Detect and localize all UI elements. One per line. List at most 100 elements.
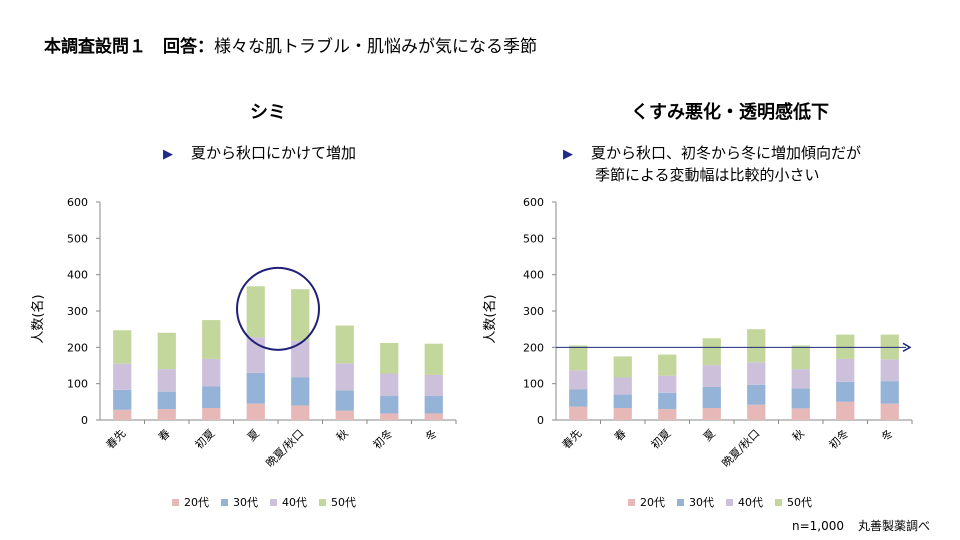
chart2-bar-40代-冬 <box>880 359 899 382</box>
chart1-bar-50代-冬 <box>424 343 443 375</box>
chart2-category-label: 初夏 <box>648 426 673 451</box>
chart2-bar-40代-晩夏/秋口 <box>747 362 766 385</box>
chart2-y-tick-label: 200 <box>523 341 544 354</box>
chart2-bar-50代-晩夏/秋口 <box>747 329 766 363</box>
page-title-prefix: 本調査設問１ 回答： <box>44 37 214 57</box>
chart1-bar-20代-春 <box>157 409 176 420</box>
chart2-legend-label-50代: 50代 <box>787 496 812 509</box>
chart2-bar-30代-晩夏/秋口 <box>747 384 766 405</box>
chart1-bar-20代-初夏 <box>202 408 221 420</box>
chart2-legend-swatch-20代 <box>628 499 635 506</box>
chart1-category-label: 夏 <box>245 427 262 444</box>
chart2-category-label: 夏 <box>701 427 718 444</box>
chart2-bar-20代-冬 <box>880 403 899 420</box>
chart1-bar-30代-初夏 <box>202 386 221 409</box>
chart2-y-tick-label: 400 <box>523 269 544 282</box>
chart1-bar-40代-初夏 <box>202 358 221 387</box>
chart2-legend-swatch-50代 <box>775 499 782 506</box>
chart1-bar-30代-初冬 <box>380 396 399 414</box>
chart1-category-label: 晩夏/秋口 <box>263 426 307 470</box>
chart2-legend-label-30代: 30代 <box>689 496 714 509</box>
chart2-bar-50代-初冬 <box>836 334 855 359</box>
chart2-bar-50代-秋 <box>791 345 810 370</box>
chart1-legend-swatch-50代 <box>319 499 326 506</box>
chart1-bar-40代-春 <box>157 369 176 392</box>
source-credit: 丸善製薬調べ <box>857 519 930 533</box>
chart2-bar-40代-初夏 <box>658 375 677 393</box>
chart1-bar-30代-冬 <box>424 396 443 414</box>
chart2-category-label: 晩夏/秋口 <box>719 426 763 470</box>
chart1-legend-label-50代: 50代 <box>331 496 356 509</box>
chart2-bar-30代-春先 <box>569 389 588 407</box>
chart2-category-label: 秋 <box>789 426 807 444</box>
page-title-text: 様々な肌トラブル・肌悩みが気になる季節 <box>214 37 537 57</box>
chart1-bar-50代-秋 <box>335 325 354 364</box>
chart2-bar-20代-秋 <box>791 408 810 420</box>
chart1-bar-40代-晩夏/秋口 <box>291 340 310 378</box>
chart1-bar-50代-夏 <box>246 286 265 338</box>
chart1-y-tick-label: 500 <box>67 232 88 245</box>
chart2-legend-label-40代: 40代 <box>738 496 763 509</box>
chart2-bar-40代-初冬 <box>836 358 855 382</box>
chart1-bar-50代-春先 <box>113 330 132 364</box>
chart1-category-label: 秋 <box>333 426 351 444</box>
chart2-legend-swatch-30代 <box>677 499 684 506</box>
chart1-y-tick-label: 100 <box>67 378 88 391</box>
chart2-bar-40代-夏 <box>702 365 721 387</box>
chart1-bar-30代-晩夏/秋口 <box>291 377 310 406</box>
chart1-bar-40代-初冬 <box>380 373 399 397</box>
chart2-bar-20代-春 <box>613 408 632 420</box>
chart2-note-line2: 季節による変動幅は比較的小さい <box>595 166 820 184</box>
chart1-bar-20代-冬 <box>424 413 443 420</box>
chart1-legend-label-30代: 30代 <box>233 496 258 509</box>
chart1-bar-30代-春先 <box>113 389 132 410</box>
chart1-bar-20代-夏 <box>246 403 265 420</box>
chart1-category-label: 初冬 <box>370 426 395 451</box>
chart2-bar-30代-初夏 <box>658 392 677 410</box>
chart1-legend-swatch-20代 <box>172 499 179 506</box>
chart2-y-tick-label: 100 <box>523 378 544 391</box>
chart1-note: ▶ 夏から秋口にかけて増加 <box>163 143 356 165</box>
chart1-bar-40代-春先 <box>113 363 132 390</box>
chart2-bar-40代-秋 <box>791 369 810 389</box>
chart2-bar-50代-初夏 <box>658 354 677 376</box>
chart1-bar-50代-初冬 <box>380 342 399 374</box>
chart1-bar-50代-初夏 <box>202 320 221 359</box>
chart2-y-label: 人数(名) <box>482 294 498 343</box>
chart1-category-label: 春 <box>156 427 173 444</box>
chart1-bar-20代-秋 <box>335 410 354 420</box>
chart1-y-tick-label: 300 <box>67 305 88 318</box>
sample-size: n=1,000 <box>791 519 844 533</box>
chart1-bar-30代-秋 <box>335 390 354 411</box>
chart2-category-label: 初冬 <box>826 426 851 451</box>
chart1-legend-swatch-30代 <box>221 499 228 506</box>
chart2-bar-30代-夏 <box>702 386 721 409</box>
chart1-bar-50代-晩夏/秋口 <box>291 289 310 341</box>
chart1-y-tick-label: 400 <box>67 269 88 282</box>
chart1-bar-20代-晩夏/秋口 <box>291 405 310 420</box>
chart1-bar-30代-夏 <box>246 372 265 404</box>
chart2-y-tick-label: 300 <box>523 305 544 318</box>
chart2-note: ▶ 夏から秋口、初冬から冬に増加傾向だが 季節による変動幅は比較的小さい <box>563 143 861 185</box>
triangle-bullet-icon: ▶ <box>563 147 573 162</box>
chart2-bar-30代-冬 <box>880 381 899 404</box>
chart1-bar-50代-春 <box>157 332 176 370</box>
chart1-category-label: 冬 <box>422 426 440 444</box>
chart2-bar-20代-晩夏/秋口 <box>747 404 766 420</box>
chart2-y-tick-label: 0 <box>537 414 544 427</box>
chart2-bar-50代-春 <box>613 356 632 378</box>
chart2-y-tick-label: 500 <box>523 232 544 245</box>
chart2-bar-20代-春先 <box>569 406 588 420</box>
chart2-bar-20代-初夏 <box>658 409 677 420</box>
chart2-legend-swatch-40代 <box>726 499 733 506</box>
triangle-bullet-icon: ▶ <box>163 147 173 162</box>
chart1-legend-swatch-40代 <box>270 499 277 506</box>
chart1-note-line1: 夏から秋口にかけて増加 <box>191 144 357 162</box>
chart1-category-label: 春先 <box>104 427 129 452</box>
chart2-category-label: 冬 <box>878 426 896 444</box>
chart2-legend-label-20代: 20代 <box>640 496 665 509</box>
chart1-highlight-circle <box>236 266 320 351</box>
chart1-y-tick-label: 600 <box>67 196 88 209</box>
chart1-y-tick-label: 0 <box>81 414 88 427</box>
